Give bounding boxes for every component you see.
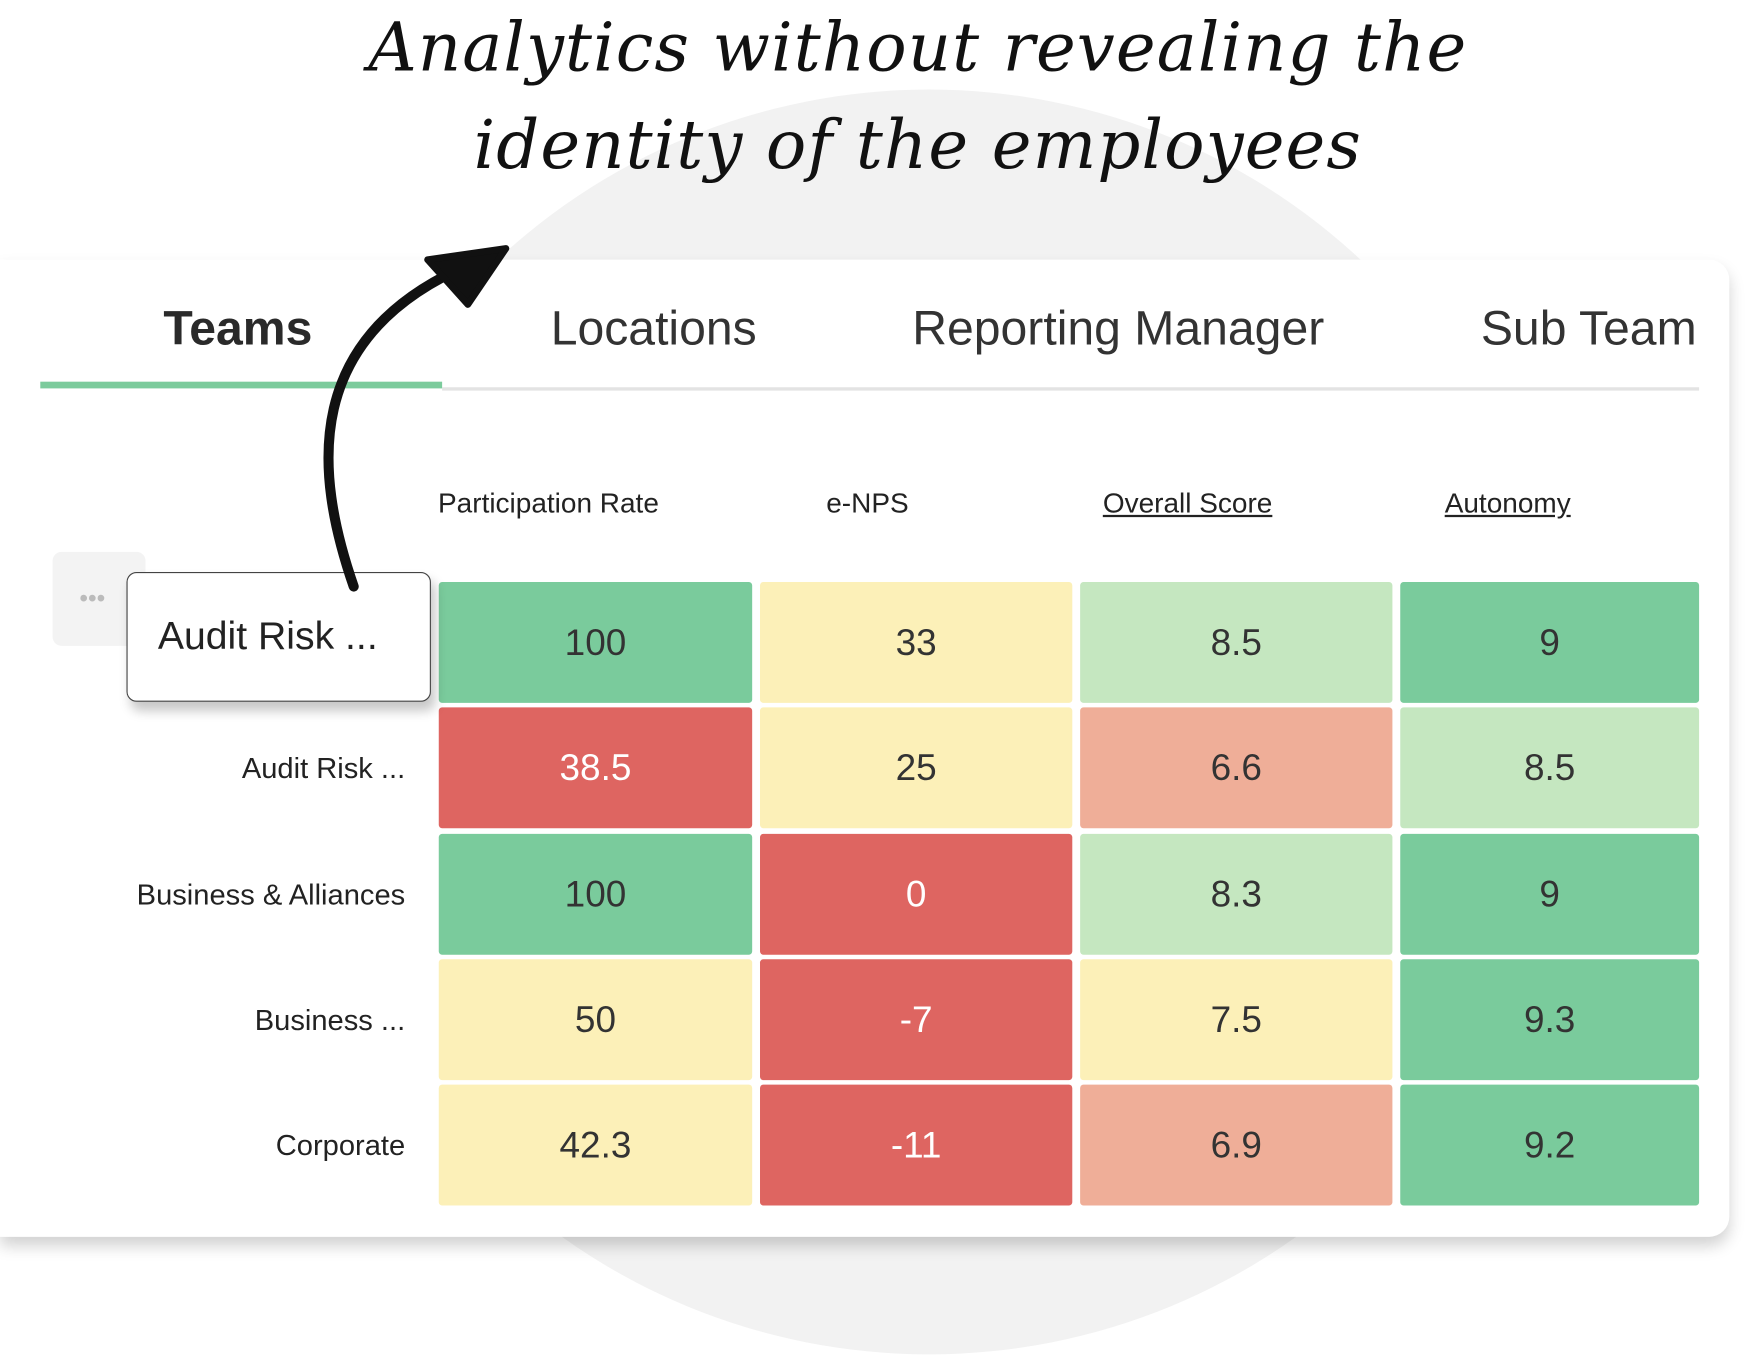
tab-reporting-manager[interactable]: Reporting Manager [912,302,1325,356]
heatmap-cell[interactable]: 9.2 [1400,1084,1700,1206]
heatmap-cell[interactable]: 100 [438,833,753,955]
heatmap-cell[interactable]: -7 [760,959,1073,1081]
heatmap-cell[interactable]: 7.5 [1080,959,1393,1081]
row-label[interactable]: Business ... [254,1002,406,1036]
tab-teams[interactable]: Teams [163,302,313,356]
heatmap-cell[interactable]: 6.6 [1080,707,1393,829]
row-label[interactable]: Business & Alliances [136,876,406,911]
heatmap-cell[interactable]: 33 [760,582,1073,703]
heatmap-cell[interactable]: 8.3 [1080,833,1393,955]
tab-divider [442,387,1700,391]
analytics-card: Teams Locations Reporting Manager Sub Te… [0,259,1730,1237]
row-label[interactable]: Corporate [275,1127,406,1162]
heatmap-cell[interactable]: 25 [760,707,1073,829]
column-header-overall-score[interactable]: Overall Score [1102,488,1273,520]
column-header-autonomy[interactable]: Autonomy [1444,488,1571,520]
heatmap-cell[interactable]: 50 [438,959,753,1081]
hovered-row-label[interactable]: Audit Risk ... [126,571,431,702]
column-header-participation-rate: Participation Rate [438,488,659,520]
heatmap-cell[interactable]: 6.9 [1080,1084,1393,1206]
tab-locations[interactable]: Locations [550,302,757,356]
heatmap-cell[interactable]: 8.5 [1080,582,1393,703]
column-header-enps: e-NPS [826,488,909,520]
headline-line-1: Analytics without revealing the [368,8,1468,88]
heatmap-cell[interactable]: 9.3 [1400,959,1700,1081]
heatmap-cell[interactable]: 0 [760,833,1073,955]
heatmap-cell[interactable]: 42.3 [438,1084,753,1206]
heatmap-cell[interactable]: 100 [438,582,753,703]
heatmap-cell[interactable]: -11 [760,1084,1073,1206]
row-label[interactable]: Audit Risk ... [241,750,406,785]
heatmap-cell[interactable]: 8.5 [1400,707,1700,829]
heatmap-cell[interactable]: 38.5 [438,707,753,829]
headline-line-2: identity of the employees [473,106,1363,185]
tab-sub-team[interactable]: Sub Team [1480,302,1697,356]
heatmap-cell[interactable]: 9 [1400,582,1700,703]
active-tab-underline [40,381,443,389]
heatmap-cell[interactable]: 9 [1400,833,1700,955]
